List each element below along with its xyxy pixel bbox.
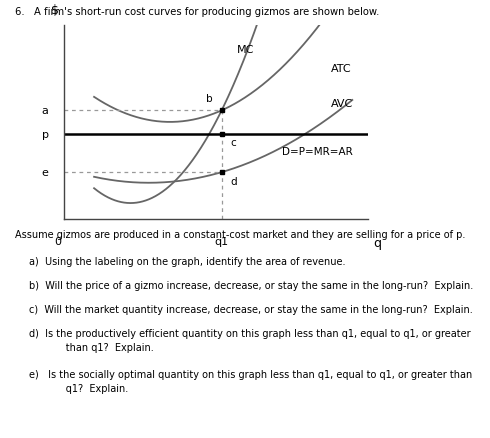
Text: c: c: [231, 138, 237, 148]
Text: D=P=MR=AR: D=P=MR=AR: [282, 147, 353, 156]
Text: q1?  Explain.: q1? Explain.: [47, 383, 128, 393]
Text: d: d: [231, 177, 238, 187]
Text: c)  Will the market quantity increase, decrease, or stay the same in the long-ru: c) Will the market quantity increase, de…: [29, 304, 473, 314]
Text: $: $: [50, 4, 59, 17]
Text: b)  Will the price of a gizmo increase, decrease, or stay the same in the long-r: b) Will the price of a gizmo increase, d…: [29, 280, 474, 290]
Text: q1: q1: [215, 237, 229, 246]
Text: 0: 0: [54, 237, 61, 246]
Text: p: p: [42, 129, 49, 139]
Text: q: q: [373, 237, 382, 249]
Text: 6.   A firm's short-run cost curves for producing gizmos are shown below.: 6. A firm's short-run cost curves for pr…: [15, 7, 379, 17]
Text: d)  Is the productively efficient quantity on this graph less than q1, equal to : d) Is the productively efficient quantit…: [29, 328, 471, 339]
Text: a: a: [42, 106, 49, 116]
Text: ATC: ATC: [331, 64, 352, 74]
Text: e)   Is the socially optimal quantity on this graph less than q1, equal to q1, o: e) Is the socially optimal quantity on t…: [29, 369, 473, 379]
Text: MC: MC: [237, 44, 254, 54]
Text: Assume gizmos are produced in a constant-cost market and they are selling for a : Assume gizmos are produced in a constant…: [15, 230, 465, 240]
Text: AVC: AVC: [331, 99, 353, 108]
Text: b: b: [206, 93, 213, 103]
Text: a)  Using the labeling on the graph, identify the area of revenue.: a) Using the labeling on the graph, iden…: [29, 256, 346, 266]
Text: e: e: [42, 168, 49, 178]
Text: than q1?  Explain.: than q1? Explain.: [47, 343, 153, 353]
